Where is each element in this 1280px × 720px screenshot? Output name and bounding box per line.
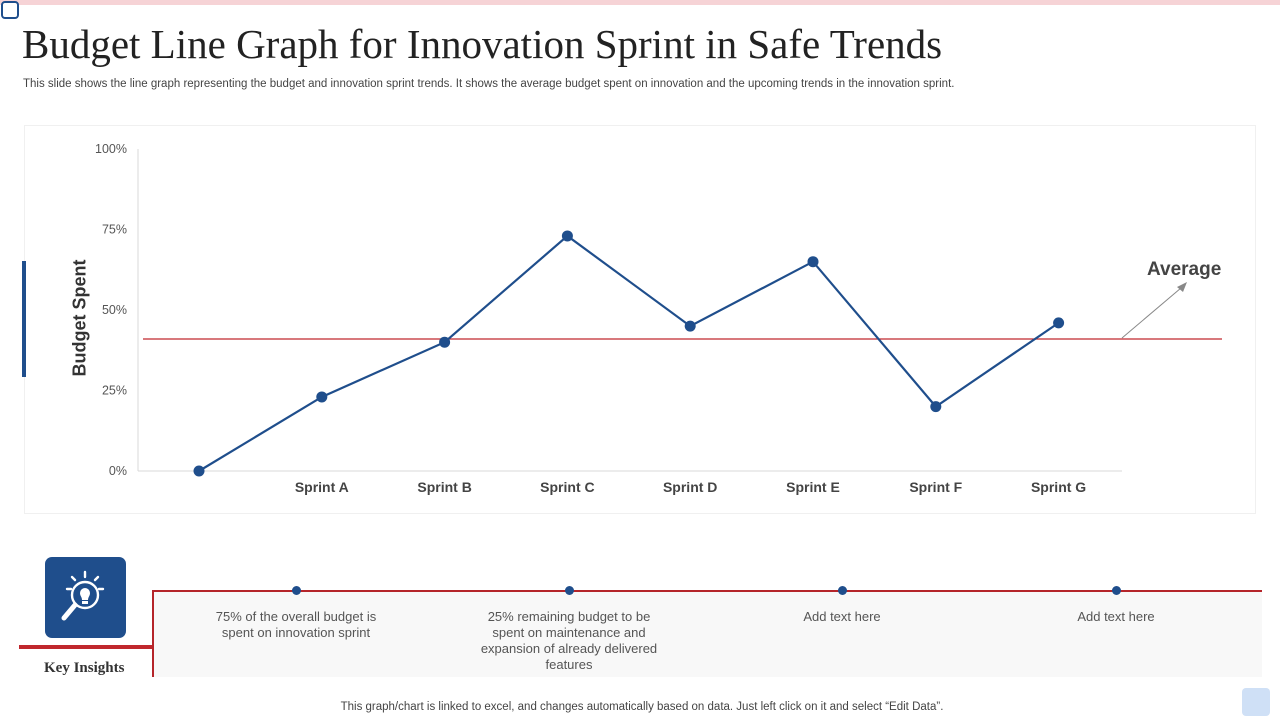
series-line — [198, 234, 1060, 472]
footer-note: This graph/chart is linked to excel, and… — [340, 701, 944, 713]
page-subtitle: This slide shows the line graph represen… — [23, 78, 955, 90]
data-point — [1053, 317, 1065, 329]
chart-panel[interactable] — [24, 125, 1256, 514]
insight-dot-2 — [565, 586, 574, 595]
average-arrow-head — [1177, 282, 1187, 292]
data-point — [561, 230, 573, 242]
insight-text-1: 75% of the overall budget is spent on in… — [215, 609, 377, 640]
y-tick-label: 25% — [102, 384, 127, 398]
x-tick-label: Sprint D — [663, 479, 717, 495]
insight-text-2: 25% remaining budget to be spent on main… — [480, 609, 658, 672]
data-point — [316, 391, 328, 403]
x-tick-label: Sprint A — [295, 479, 349, 495]
y-axis-label: Budget Spent — [69, 259, 90, 377]
x-tick-label: Sprint E — [786, 479, 840, 495]
corner-widget[interactable] — [1242, 688, 1270, 716]
key-insights-heading: Key Insights — [44, 660, 125, 676]
average-arrow-line — [1121, 287, 1182, 339]
slide-corner-marker — [1, 1, 19, 19]
chart-left-accent — [22, 261, 26, 377]
y-tick-label: 100% — [95, 142, 127, 156]
insight-dot-4 — [1112, 586, 1121, 595]
data-point — [684, 320, 696, 332]
lightbulb-magnifier-icon — [61, 570, 105, 621]
page-title: Budget Line Graph for Innovation Sprint … — [22, 21, 943, 67]
data-point — [807, 256, 819, 268]
top-accent-bar — [0, 0, 1280, 5]
x-tick-label: Sprint G — [1031, 479, 1086, 495]
insights-panel — [152, 590, 1262, 677]
x-tick-label: Sprint F — [909, 479, 962, 495]
x-tick-label: Sprint B — [417, 479, 471, 495]
data-point — [439, 336, 451, 348]
insight-text-4: Add text here — [1077, 609, 1155, 624]
average-label: Average — [1147, 259, 1222, 280]
y-tick-label: 0% — [109, 464, 127, 478]
key-insights-divider — [19, 645, 153, 649]
insight-dot-3 — [838, 586, 847, 595]
data-point — [930, 401, 942, 413]
insight-text-3: Add text here — [803, 609, 881, 624]
insight-dot-1 — [292, 586, 301, 595]
x-tick-label: Sprint C — [540, 479, 594, 495]
data-point — [193, 465, 205, 477]
y-tick-label: 75% — [102, 223, 127, 237]
key-insights-icon-box — [45, 557, 126, 638]
y-tick-label: 50% — [102, 303, 127, 317]
